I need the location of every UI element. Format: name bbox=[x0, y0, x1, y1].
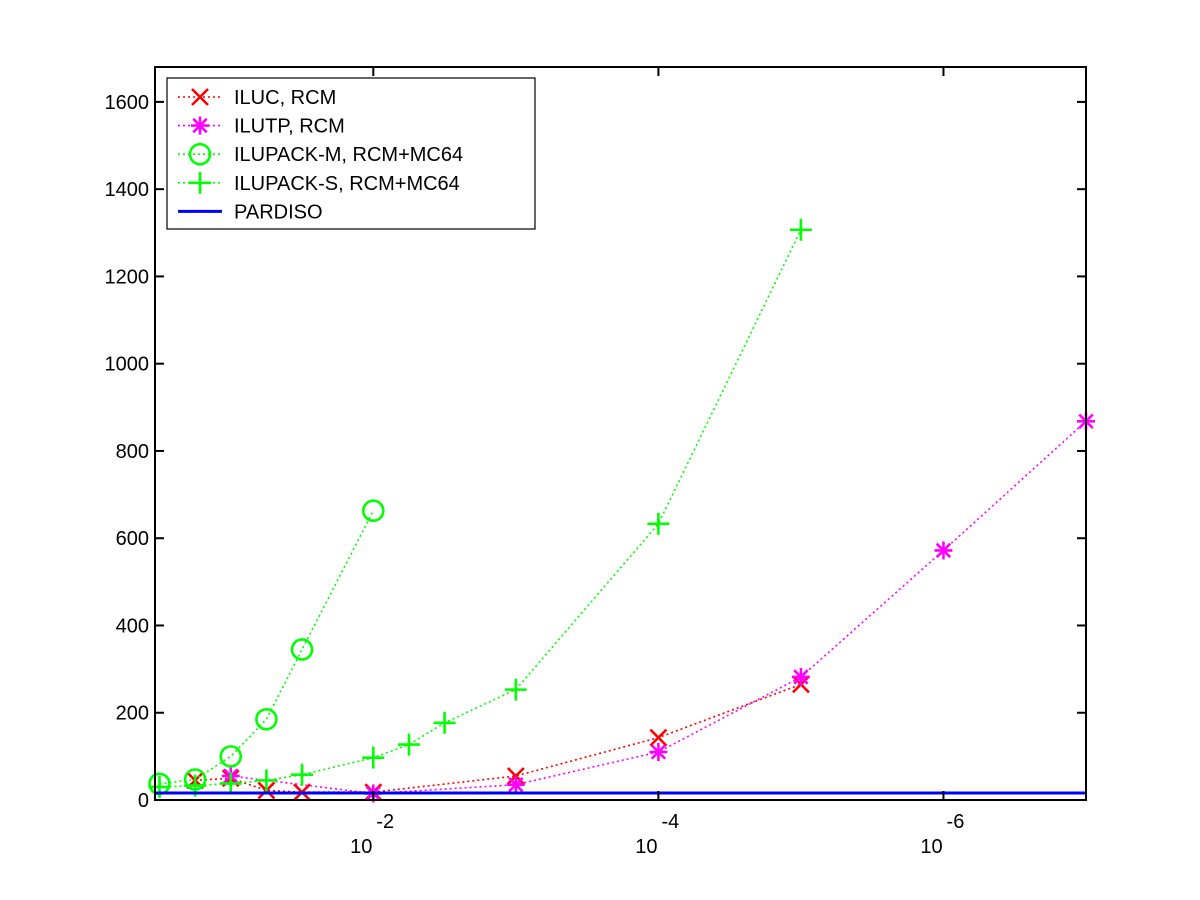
data-point-ilupack-s-rcm-mc64-6 bbox=[397, 733, 420, 756]
legend-marker bbox=[191, 116, 209, 135]
legend-marker bbox=[188, 142, 212, 166]
data-point-ilutp-rcm-5 bbox=[934, 541, 953, 560]
y-tick-label: 1400 bbox=[105, 179, 150, 201]
legend-label: ILUPACK-S, RCM+MC64 bbox=[234, 173, 460, 195]
ticks-layer: 02004006008001000120014001600-210-410-61… bbox=[105, 67, 1086, 858]
y-tick-label: 0 bbox=[138, 790, 149, 812]
data-point-ilupack-m-rcm-mc64-5 bbox=[361, 499, 385, 523]
y-tick-label: 1000 bbox=[105, 354, 150, 376]
legend-entry-ilutp-rcm: ILUTP, RCM bbox=[178, 116, 345, 138]
data-point-ilupack-m-rcm-mc64-4 bbox=[290, 638, 314, 661]
data-point-ilutp-rcm-2 bbox=[506, 775, 525, 794]
legend-label: ILUTP, RCM bbox=[234, 116, 345, 138]
data-point-ilutp-rcm-3 bbox=[649, 743, 668, 762]
y-tick-label: 800 bbox=[116, 441, 149, 463]
x-tick-exponent: -2 bbox=[376, 811, 394, 833]
y-tick-label: 600 bbox=[116, 528, 149, 550]
legend-label: ILUPACK-M, RCM+MC64 bbox=[234, 144, 463, 166]
legend-marker bbox=[191, 88, 209, 106]
axes-frame bbox=[154, 66, 1087, 801]
legend-entry-ilupack-s-rcm-mc64: ILUPACK-S, RCM+MC64 bbox=[178, 171, 460, 195]
series-layer bbox=[148, 218, 1095, 803]
x-tick-base: 10 bbox=[920, 836, 942, 858]
data-point-ilupack-s-rcm-mc64-4 bbox=[291, 763, 314, 786]
legend: ILUC, RCM ILUTP, RCM ILUPACK-M, RCM+MC64 IL… bbox=[166, 77, 536, 230]
data-point-ilutp-rcm-4 bbox=[791, 667, 810, 686]
data-point-ilupack-m-rcm-mc64-2 bbox=[219, 745, 243, 768]
legend-label: PARDISO bbox=[234, 201, 323, 223]
series-line-iluc-rcm bbox=[195, 683, 802, 793]
axes-layer bbox=[154, 66, 1087, 801]
y-tick-label: 400 bbox=[116, 615, 149, 637]
data-point-ilupack-s-rcm-mc64-5 bbox=[362, 746, 385, 769]
legend-entry-iluc-rcm: ILUC, RCM bbox=[178, 87, 336, 109]
data-point-ilupack-s-rcm-mc64-9 bbox=[647, 512, 670, 535]
data-point-ilupack-s-rcm-mc64-7 bbox=[433, 711, 456, 734]
x-tick-exponent: -6 bbox=[947, 811, 965, 833]
x-tick-exponent: -4 bbox=[661, 811, 679, 833]
data-point-ilupack-s-rcm-mc64-8 bbox=[504, 678, 527, 701]
data-point-ilupack-s-rcm-mc64-10 bbox=[789, 218, 812, 241]
y-tick-label: 1600 bbox=[105, 92, 150, 114]
data-point-iluc-rcm-6 bbox=[649, 728, 668, 747]
data-point-ilupack-s-rcm-mc64-3 bbox=[255, 769, 278, 792]
series-ilupack-s-rcm-mc64 bbox=[148, 218, 812, 798]
y-tick-label: 1200 bbox=[105, 266, 150, 288]
series-ilupack-m-rcm-mc64 bbox=[148, 499, 385, 796]
legend-label: ILUC, RCM bbox=[234, 87, 336, 109]
data-point-ilupack-m-rcm-mc64-3 bbox=[255, 707, 278, 731]
legend-entry-pardiso: PARDISO bbox=[178, 201, 323, 223]
legend-marker bbox=[189, 171, 211, 194]
data-point-ilupack-s-rcm-mc64-2 bbox=[219, 772, 242, 795]
legend-entry-ilupack-m-rcm-mc64: ILUPACK-M, RCM+MC64 bbox=[178, 142, 463, 166]
y-tick-label: 200 bbox=[116, 703, 149, 725]
legend-box bbox=[166, 77, 536, 230]
x-tick-base: 10 bbox=[635, 836, 657, 858]
x-tick-base: 10 bbox=[350, 836, 372, 858]
